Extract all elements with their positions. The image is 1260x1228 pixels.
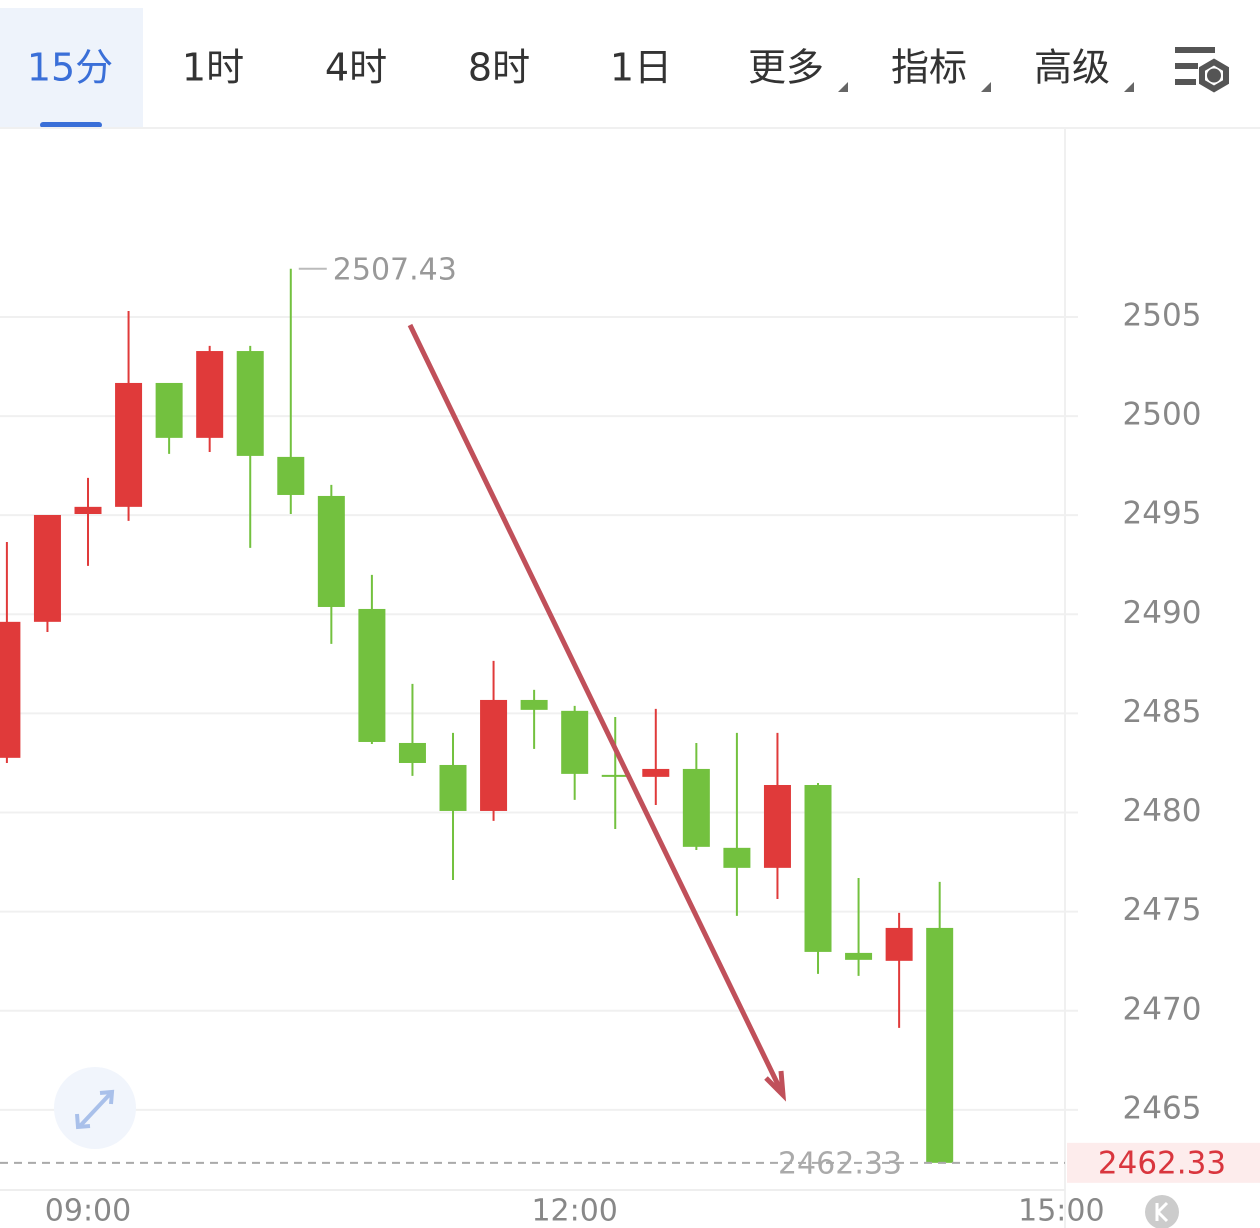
candle-body: [601, 774, 629, 777]
tab[interactable]: 4时: [325, 46, 387, 90]
candle-body: [845, 952, 873, 960]
y-tick-label: 2465: [1123, 1090, 1202, 1126]
candle-body: [804, 784, 832, 952]
tab[interactable]: 指标: [891, 46, 967, 90]
y-tick-label: 2490: [1123, 595, 1202, 631]
active-tab-indicator: [40, 122, 102, 128]
candle-body: [763, 784, 791, 868]
y-tick-label: 2485: [1123, 694, 1202, 730]
plot: 2465 2470 2475 2480 2485 2490 2495 2500 2505 09:0…: [0, 252, 1260, 1228]
candle-body: [439, 764, 467, 811]
tab[interactable]: 8时: [468, 46, 530, 90]
y-tick-label: 2500: [1123, 397, 1202, 433]
candle-body: [358, 608, 386, 742]
tab-bar: [0, 0, 1260, 128]
tab[interactable]: 1日: [610, 46, 672, 90]
settings-icon[interactable]: [1175, 47, 1229, 93]
candle-body: [236, 351, 264, 456]
candle-body: [642, 768, 670, 777]
candle-body: [561, 710, 589, 774]
candle-body: [155, 382, 183, 438]
trend-arrow-head: [764, 1070, 787, 1102]
candle-body: [723, 847, 751, 868]
y-tick-label: 2495: [1123, 496, 1202, 532]
y-tick-label: 2480: [1123, 793, 1202, 829]
trend-arrow: [407, 323, 786, 1097]
active-tab-bg: [0, 8, 143, 128]
last-price-label: 2462.33: [778, 1146, 902, 1181]
k-button[interactable]: [1145, 1195, 1179, 1228]
last-price-tag-label: 2462.33: [1098, 1145, 1226, 1181]
candle-body: [926, 927, 954, 1163]
candle-body: [74, 506, 102, 514]
last-price-tag: [1067, 1142, 1260, 1183]
y-tick-label: 2475: [1123, 892, 1202, 928]
candle-body: [33, 514, 61, 622]
candle-body: [115, 382, 143, 507]
y-tick-label: 2505: [1123, 297, 1202, 333]
tab[interactable]: 1时: [182, 46, 244, 90]
tab[interactable]: 15分: [27, 46, 113, 90]
expand-button[interactable]: [54, 1067, 136, 1149]
tab[interactable]: 高级: [1034, 46, 1110, 90]
candle-body: [480, 699, 508, 811]
candle-body: [520, 699, 548, 710]
candle-body: [682, 768, 710, 847]
x-tick-label: 09:00: [45, 1194, 131, 1228]
tab[interactable]: 更多: [748, 46, 824, 90]
high-label: 2507.43: [333, 252, 457, 287]
candle-body: [277, 456, 305, 495]
x-tick-label: 15:00: [1018, 1194, 1104, 1228]
candle-body: [317, 495, 345, 607]
candle-body: [0, 621, 21, 758]
candle-body: [398, 742, 426, 763]
y-tick-label: 2470: [1123, 991, 1202, 1027]
candle-body: [196, 351, 224, 438]
x-tick-label: 12:00: [531, 1194, 617, 1228]
dropdown-markers: [838, 82, 1134, 92]
candle-body: [885, 927, 913, 961]
